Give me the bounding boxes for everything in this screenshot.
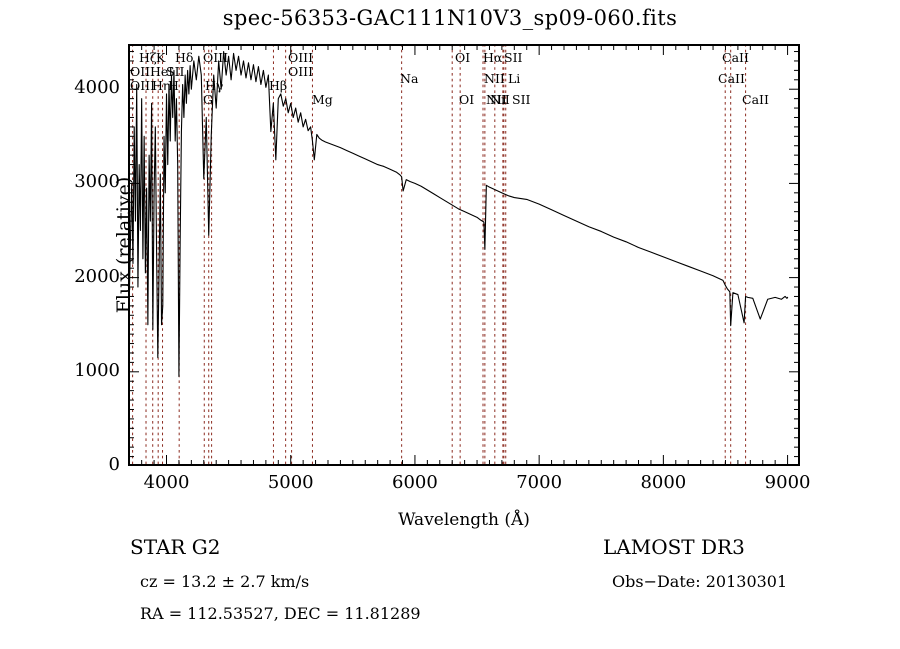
y-tick-label-4000: 4000 (74, 77, 120, 99)
line-label-h: Hδ (175, 50, 194, 65)
y-tick-label-1000: 1000 (74, 359, 120, 381)
x-tick-label-8000: 8000 (640, 472, 687, 493)
survey-name: LAMOST DR3 (603, 535, 745, 559)
y-tick-label-0: 0 (108, 454, 120, 475)
line-label-caii: CaII (722, 50, 749, 65)
line-label-hei: HeI (150, 64, 174, 79)
line-label-g: G (203, 92, 213, 107)
page-title: spec-56353-GAC111N10V3_sp09-060.fits (222, 6, 678, 30)
line-label-h: Hη (152, 78, 171, 93)
line-label-oi: OI (459, 92, 475, 107)
coordinates: RA = 112.53527, DEC = 11.81289 (140, 604, 421, 623)
line-label-sii: SII (166, 64, 185, 79)
x-tick-label-7000: 7000 (516, 472, 563, 493)
x-tick-label-6000: 6000 (392, 472, 438, 493)
y-tick-label-3000: 3000 (74, 171, 120, 193)
x-axis-label: Wavelength (Å) (398, 510, 530, 530)
plot-area: Flux (relative) Wavelength (Å) 0 1000 2000… (74, 44, 810, 530)
line-label-k: K (156, 50, 166, 65)
line-label-h: Hγ (205, 78, 224, 93)
line-label-caii: CaII (742, 92, 769, 107)
line-label-mg: Mg (312, 92, 333, 107)
line-label-sii: SII (504, 50, 523, 65)
line-label-oiii: OIII (288, 64, 314, 79)
line-label-h: H (168, 78, 179, 93)
line-label-oiii: OIII (288, 50, 314, 65)
line-label-sii: SII (512, 92, 531, 107)
line-label-nii: NiI (490, 92, 510, 107)
spectrum-trace (128, 50, 789, 378)
line-label-oi: OI (455, 50, 471, 65)
line-label-oiii: OIII (203, 50, 229, 65)
line-label-h: Hζ (139, 50, 157, 65)
line-label-nii: NII (484, 71, 505, 86)
x-tick-label-4000: 4000 (143, 472, 190, 493)
line-label-nii: NII (486, 92, 507, 107)
object-class: STAR G2 (130, 535, 221, 559)
y-tick-label-2000: 2000 (74, 265, 120, 287)
line-label-h: Hα (483, 50, 503, 65)
x-tick-label-9000: 9000 (764, 472, 811, 493)
line-label-caii: CaII (718, 71, 745, 86)
plot-frame (128, 44, 800, 466)
redshift-velocity: cz = 13.2 ± 2.7 km/s (140, 572, 310, 591)
observation-date: Obs−Date: 20130301 (612, 572, 788, 591)
line-label-na: Na (400, 71, 419, 86)
line-label-h: Hβ (269, 78, 288, 93)
line-label-oiii: OIII (130, 78, 156, 93)
x-tick-label-5000: 5000 (267, 472, 314, 493)
line-label-li: Li (508, 71, 521, 86)
line-marker-group (132, 44, 747, 466)
line-label-oii: OII (130, 64, 151, 79)
